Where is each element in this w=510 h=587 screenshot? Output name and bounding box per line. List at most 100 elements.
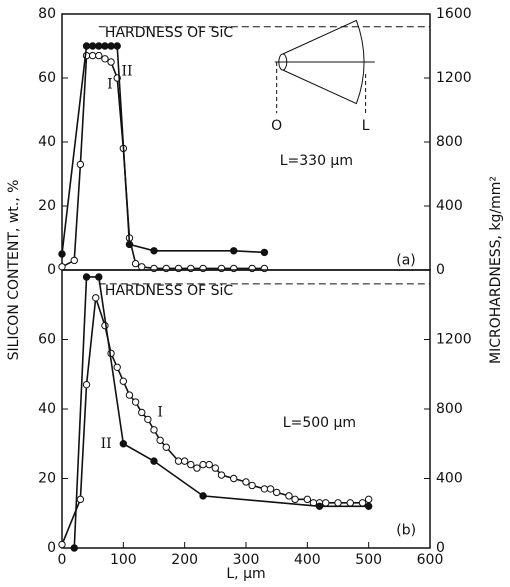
plot-frame (61, 269, 431, 549)
curve-label: II (121, 64, 132, 80)
data-point (285, 492, 293, 500)
data-point (88, 42, 97, 50)
data-point (82, 51, 91, 60)
data-point (82, 380, 91, 389)
data-point (58, 540, 66, 549)
data-point (230, 247, 238, 255)
data-point (144, 415, 152, 424)
y2-tick-label: 800 (436, 401, 463, 417)
data-point (70, 256, 78, 265)
data-point (322, 499, 330, 507)
data-point (95, 42, 103, 50)
data-point (150, 426, 158, 434)
data-point (346, 499, 354, 507)
data-point (95, 273, 103, 281)
annotation: (a) (396, 252, 416, 268)
data-point (230, 474, 238, 483)
annotation: L=500 µm (283, 415, 356, 431)
series-line (73, 276, 369, 549)
annotation: L (362, 118, 370, 134)
y-tick-label: 60 (38, 70, 56, 86)
x-tick-label: 200 (171, 552, 198, 568)
annotation: HARDNESS OF SiC (105, 25, 233, 41)
data-point (113, 363, 121, 371)
x-tick-label: 300 (233, 552, 260, 568)
data-point (187, 460, 195, 469)
data-point (260, 485, 269, 493)
x-tick-label: 500 (355, 552, 382, 568)
data-point (101, 55, 109, 63)
data-point (242, 478, 250, 486)
data-point (205, 460, 213, 469)
data-point (76, 160, 85, 169)
data-point (119, 440, 128, 448)
annotation: (b) (396, 523, 416, 539)
data-point (156, 436, 164, 444)
data-point (266, 485, 275, 493)
y2-tick-label: 800 (436, 134, 463, 150)
data-point (303, 495, 312, 504)
data-point (193, 464, 201, 472)
x-tick-label: 600 (417, 552, 444, 568)
series-line (61, 54, 265, 270)
x-axis-label: L, µm (226, 566, 265, 582)
data-point (364, 502, 373, 510)
y2-tick-label: 0 (436, 540, 445, 556)
data-point (70, 544, 78, 552)
data-point (162, 443, 170, 451)
data-point (125, 391, 134, 399)
y2-tick-label: 1600 (436, 6, 472, 22)
y-tick-label: 0 (47, 262, 56, 278)
y-tick-label: 40 (38, 134, 56, 150)
data-point (107, 58, 115, 66)
data-point (174, 457, 183, 465)
data-point (199, 492, 207, 500)
y-tick-label: 0 (47, 540, 56, 556)
data-point (88, 51, 97, 60)
curve-label: II (101, 436, 112, 452)
data-point (131, 398, 140, 406)
data-point (260, 248, 269, 257)
data-point (364, 495, 373, 504)
y-tick-label: 20 (38, 471, 56, 487)
series-line (61, 45, 265, 255)
data-point (272, 488, 281, 497)
data-point (119, 377, 128, 385)
y2-tick-label: 400 (436, 471, 463, 487)
data-point (125, 240, 134, 249)
data-point (315, 502, 324, 510)
data-point (76, 495, 85, 504)
data-point (291, 495, 299, 504)
data-point (101, 42, 109, 50)
x-tick-label: 0 (58, 552, 67, 568)
data-point (180, 457, 189, 465)
x-tick-label: 400 (294, 552, 321, 568)
x-tick-label: 100 (110, 552, 137, 568)
y2-tick-label: 1200 (436, 70, 472, 86)
data-point (334, 499, 342, 507)
data-point (150, 457, 158, 465)
data-point (248, 481, 256, 490)
data-point (358, 499, 367, 507)
annotation: O (271, 118, 282, 134)
y2-axis-label: MICROHARDNESS, kg/mm² (488, 176, 504, 364)
data-point (82, 42, 91, 50)
data-point (217, 471, 226, 479)
y-tick-label: 60 (38, 332, 56, 348)
data-point (138, 263, 146, 271)
y-tick-label: 20 (38, 198, 56, 214)
y-tick-label: 40 (38, 401, 56, 417)
data-point (131, 259, 140, 268)
y2-tick-label: 1200 (436, 332, 472, 348)
data-point (58, 263, 66, 271)
curve-label: I (107, 76, 113, 92)
y-tick-label: 80 (38, 6, 56, 22)
annotation: HARDNESS OF SiC (105, 283, 233, 299)
data-point (113, 42, 121, 50)
y2-tick-label: 400 (436, 198, 463, 214)
curve-label: I (157, 404, 163, 420)
data-point (58, 250, 66, 258)
data-point (92, 294, 100, 302)
data-point (199, 460, 207, 469)
